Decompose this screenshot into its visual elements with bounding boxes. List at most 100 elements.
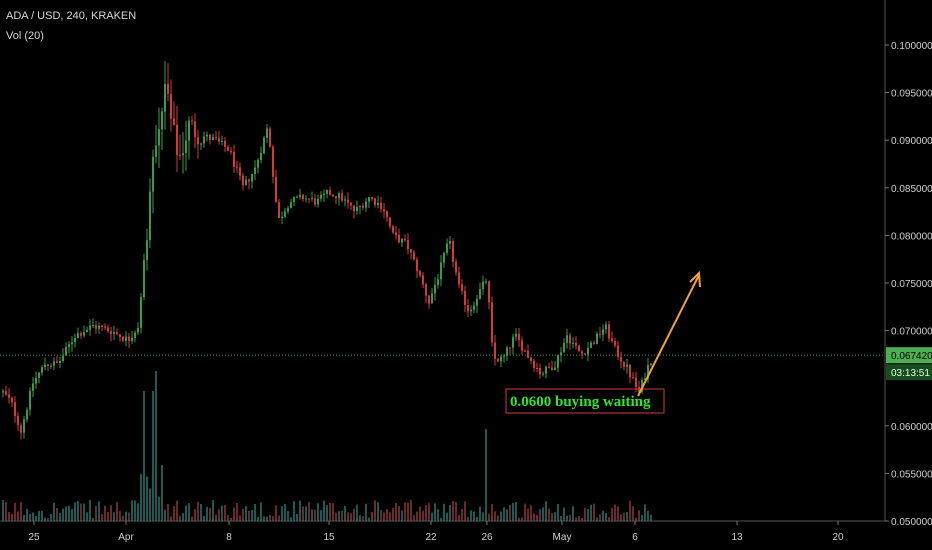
- candle-body: [650, 363, 652, 366]
- volume-bar: [578, 516, 580, 521]
- candle-body: [608, 324, 610, 339]
- volume-bar: [488, 513, 490, 521]
- candle-body: [74, 338, 76, 343]
- y-tick-label: 0.060000: [891, 422, 932, 433]
- candle-body: [623, 361, 625, 367]
- candle-body: [491, 302, 493, 343]
- candle-body: [176, 124, 178, 156]
- volume-bar: [509, 505, 511, 521]
- volume-bar: [227, 515, 229, 521]
- candle-body: [11, 397, 13, 403]
- volume-bar: [527, 508, 529, 521]
- candle-body: [647, 365, 649, 379]
- volume-bar: [446, 512, 448, 521]
- volume-bar: [458, 515, 460, 521]
- y-tick-label: 0.055000: [891, 469, 932, 480]
- candle-body: [314, 198, 316, 205]
- volume-bar: [422, 510, 424, 521]
- volume-bar: [50, 514, 52, 521]
- volume-bar: [503, 507, 505, 521]
- candle-body: [440, 262, 442, 280]
- candle-body: [428, 295, 430, 304]
- candle-body: [482, 281, 484, 290]
- volume-bar: [269, 514, 271, 521]
- volume-bar: [494, 511, 496, 521]
- candle-body: [443, 252, 445, 263]
- candle-body: [317, 198, 319, 205]
- candle-body: [374, 198, 376, 206]
- volume-bar: [224, 505, 226, 521]
- candle-body: [140, 297, 142, 328]
- candle-body: [422, 275, 424, 285]
- candle-body: [20, 425, 22, 433]
- volume-bar: [506, 509, 508, 521]
- volume-bar: [623, 512, 625, 521]
- volume-bars: [2, 371, 652, 521]
- volume-bar: [401, 510, 403, 521]
- volume-bar: [620, 514, 622, 521]
- volume-bar: [386, 509, 388, 521]
- candle-body: [410, 249, 412, 253]
- volume-bar: [467, 516, 469, 521]
- candle-body: [56, 361, 58, 363]
- candle-body: [89, 325, 91, 330]
- candle-body: [353, 205, 355, 212]
- x-tick-label: May: [553, 532, 572, 543]
- volume-bar: [500, 511, 502, 521]
- y-tick-label: 0.050000: [891, 517, 932, 528]
- volume-bar: [290, 517, 292, 521]
- candle-body: [398, 234, 400, 243]
- volume-bar: [389, 512, 391, 521]
- volume-bar: [20, 502, 22, 521]
- candle-body: [437, 279, 439, 285]
- candle-body: [323, 193, 325, 195]
- candle-body: [158, 129, 160, 146]
- volume-bar: [311, 509, 313, 521]
- volume-bar: [596, 517, 598, 521]
- candle-body: [275, 176, 277, 203]
- candle-body: [449, 240, 451, 244]
- candle-body: [68, 344, 70, 347]
- x-tick-label: 22: [425, 532, 437, 543]
- candle-body: [425, 284, 427, 296]
- candle-body: [170, 93, 172, 119]
- volume-bar: [548, 508, 550, 521]
- candle-body: [335, 196, 337, 199]
- candle-body: [419, 271, 421, 276]
- candle-body: [305, 198, 307, 200]
- candle-body: [146, 240, 148, 260]
- volume-bar: [539, 509, 541, 521]
- volume-bar: [125, 511, 127, 521]
- y-tick-label: 0.085000: [891, 184, 932, 195]
- volume-bar: [152, 391, 154, 521]
- candle-body: [71, 342, 73, 345]
- volume-bar: [614, 504, 616, 521]
- volume-bar: [254, 504, 256, 521]
- candle-body: [296, 196, 298, 198]
- candle-body: [446, 243, 448, 253]
- volume-bar: [122, 515, 124, 521]
- volume-bar: [611, 507, 613, 521]
- volume-bar: [245, 505, 247, 521]
- candle-body: [167, 83, 169, 94]
- volume-bar: [650, 514, 652, 521]
- current-price-badge: [886, 347, 932, 364]
- volume-bar: [230, 517, 232, 521]
- candle-body: [206, 134, 208, 137]
- volume-bar: [74, 502, 76, 521]
- candle-body: [8, 394, 10, 398]
- candle-body: [371, 197, 373, 199]
- volume-bar: [29, 513, 31, 521]
- volume-bar: [86, 512, 88, 521]
- candle-body: [131, 337, 133, 342]
- candle-body: [350, 202, 352, 206]
- candle-body: [413, 252, 415, 260]
- candle-body: [203, 136, 205, 144]
- arrow-shaft: [637, 274, 700, 397]
- volume-bar: [374, 500, 376, 521]
- candle-body: [407, 240, 409, 250]
- volume-bar: [590, 504, 592, 521]
- candle-body: [182, 152, 184, 156]
- candle-body: [62, 355, 64, 361]
